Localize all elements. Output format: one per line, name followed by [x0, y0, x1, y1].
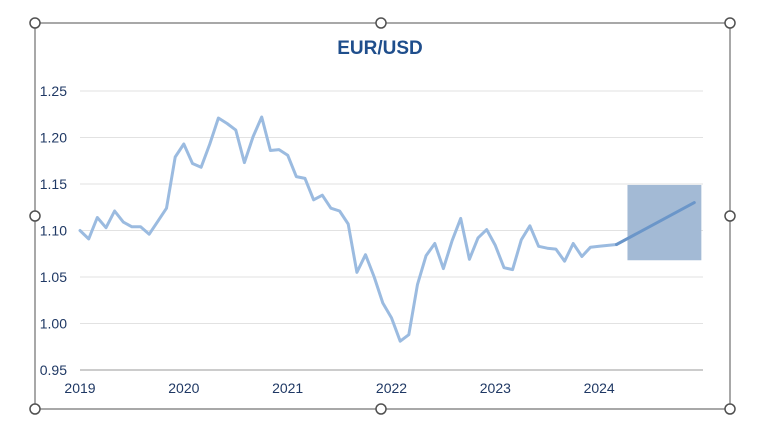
y-tick-label: 0.95	[40, 362, 67, 378]
forecast-range-box	[627, 184, 702, 261]
x-tick-label: 2020	[168, 380, 199, 396]
x-tick-label: 2023	[480, 380, 511, 396]
shaded-region-layer	[627, 184, 702, 261]
resize-handle-bottom-center[interactable]	[375, 403, 387, 415]
selection-border	[34, 22, 731, 410]
tick-labels: 0.95 1.00 1.05 1.10 1.15 1.20 1.25 2019 2020 2021…	[40, 83, 615, 396]
chart-title: EUR/USD	[337, 38, 423, 59]
resize-handle-middle-left[interactable]	[29, 210, 41, 222]
y-tick-label: 1.05	[40, 269, 67, 285]
y-tick-label: 1.15	[40, 176, 67, 192]
x-tick-label: 2021	[272, 380, 303, 396]
x-tick-label: 2022	[376, 380, 407, 396]
forecast-series-line	[615, 201, 696, 246]
historical-series-line	[78, 115, 618, 343]
resize-handle-bottom-right[interactable]	[724, 403, 736, 415]
resize-handle-top-left[interactable]	[29, 17, 41, 29]
x-tick-label: 2024	[584, 380, 615, 396]
y-tick-label: 1.10	[40, 223, 67, 239]
resize-handle-top-right[interactable]	[724, 17, 736, 29]
y-tick-label: 1.25	[40, 83, 67, 99]
gridlines	[80, 90, 703, 324]
y-tick-label: 1.00	[40, 316, 67, 332]
x-tick-label: 2019	[64, 380, 95, 396]
resize-handle-top-center[interactable]	[375, 17, 387, 29]
y-tick-label: 1.20	[40, 130, 67, 146]
resize-handle-middle-right[interactable]	[724, 210, 736, 222]
series-layer	[78, 115, 696, 343]
resize-handle-bottom-left[interactable]	[29, 403, 41, 415]
